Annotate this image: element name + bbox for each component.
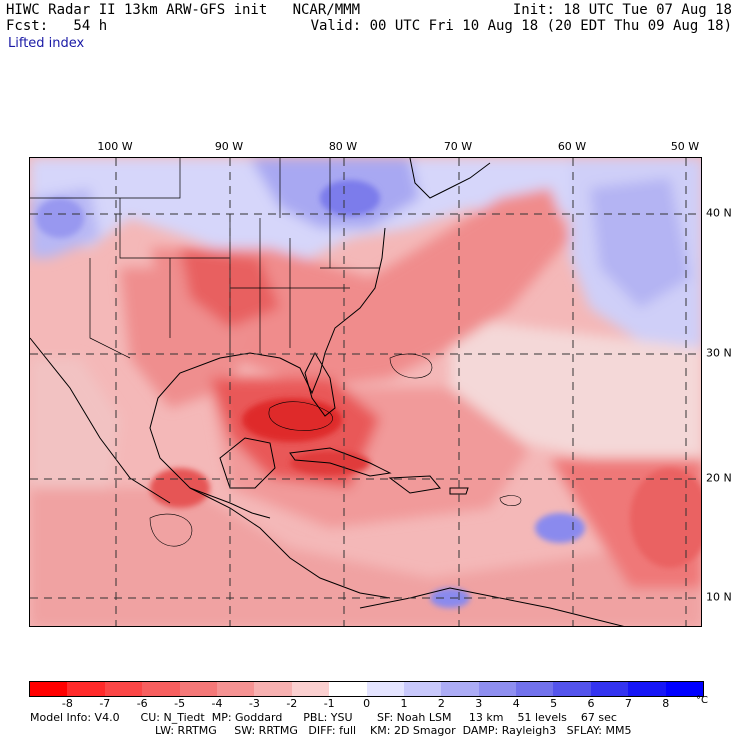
header-forecast-hour: Fcst: 54 h <box>6 18 108 34</box>
colorbar-segment <box>478 682 517 696</box>
core-blue-west <box>36 198 84 238</box>
state-borders <box>30 158 380 359</box>
colorbar-tick-label: -8 <box>61 697 73 710</box>
colorbar-tick-label: 5 <box>550 697 558 710</box>
core-red-south-mexico <box>150 468 210 508</box>
lon-label-100w: 100 W <box>97 140 133 153</box>
header-valid-time: Valid: 00 UTC Fri 10 Aug 18 (20 EDT Thu … <box>310 18 732 34</box>
colorbar-segment <box>366 682 404 696</box>
field-neutral-atlantic <box>450 318 701 458</box>
lon-label-90w: 90 W <box>214 140 244 153</box>
colorbar-segment <box>142 682 180 696</box>
field-blue-atlantic-core <box>590 178 690 308</box>
colorbar-segment <box>254 682 292 696</box>
coast-yucatan <box>219 437 276 489</box>
lat-label-10n: 10 N <box>706 590 732 604</box>
core-blue-caribbean <box>535 513 585 543</box>
colorbar-tick-label: -4 <box>211 697 223 710</box>
core-red-gulf <box>242 398 342 442</box>
colorbar-tick-label: -2 <box>286 697 298 710</box>
colorbar-tick-label: 3 <box>475 697 483 710</box>
header-model-title: HIWC Radar II 13km ARW-GFS init NCAR/MMM <box>6 2 361 18</box>
colorbar-tick-label: -3 <box>248 697 260 710</box>
coast-canada <box>409 158 491 199</box>
colorbar-tick-label: 6 <box>587 697 595 710</box>
coast-cuba <box>289 447 392 477</box>
lon-label-60w: 60 W <box>557 140 587 153</box>
contours <box>149 353 522 547</box>
coast-us <box>149 227 386 519</box>
coast-puerto-rico <box>449 487 469 495</box>
colorbar-segment <box>30 682 68 696</box>
header-init-time: Init: 18 UTC Tue 07 Aug 18 <box>512 2 732 18</box>
field-neutral-gulf-west <box>30 358 120 488</box>
colorbar-unit: °C <box>696 695 708 706</box>
colorbar-tick-label: -1 <box>323 697 335 710</box>
colorbar-segment <box>67 682 105 696</box>
lat-label-20n: 20 N <box>706 471 732 485</box>
core-blue-north <box>320 180 380 216</box>
colorbar-segment <box>665 682 704 696</box>
lon-label-80w: 80 W <box>328 140 358 153</box>
colorbar-tick-label: 2 <box>437 697 445 710</box>
coast-florida <box>304 351 336 417</box>
coast-mexico-pacific <box>30 337 171 504</box>
colorbar-segment <box>553 682 591 696</box>
colorbar-tick-label: -5 <box>174 697 186 710</box>
colorbar-tick-label: -6 <box>136 697 148 710</box>
lat-label-40n: 40 N <box>706 206 732 220</box>
colorbar-tick-label: 4 <box>512 697 520 710</box>
coast-hispaniola <box>388 475 441 494</box>
lon-label-50w: 50 W <box>670 140 700 153</box>
colorbar-segment <box>104 682 143 696</box>
field-name: Lifted index <box>8 36 85 51</box>
core-red-ne-atlantic <box>630 468 701 568</box>
field-cores <box>36 180 701 608</box>
colorbar-tick-label: 8 <box>662 697 670 710</box>
colorbar-segment <box>403 682 442 696</box>
colorbar-segment <box>516 682 554 696</box>
lifted-index-map[interactable] <box>29 157 702 627</box>
colorbar-segment <box>441 682 479 696</box>
latlon-grid <box>30 158 701 626</box>
colorbar-tick-label: 1 <box>400 697 408 710</box>
lat-label-30n: 30 N <box>706 346 732 360</box>
colorbar-tick-label: -7 <box>99 697 111 710</box>
colorbar-tick-label: 0 <box>363 697 371 710</box>
lon-label-70w: 70 W <box>443 140 473 153</box>
colorbar-segment <box>216 682 255 696</box>
colorbar-segment <box>179 682 217 696</box>
field-red-southeast-us <box>150 188 570 388</box>
colorbar <box>29 681 705 697</box>
field-red-pacific-south <box>30 488 701 626</box>
colorbar-segment <box>291 682 330 696</box>
colorbar-segment <box>590 682 629 696</box>
footer-physics-info: LW: RRTMG SW: RRTMG DIFF: full KM: 2D Sm… <box>155 724 632 737</box>
footer-model-info: Model Info: V4.0 CU: N_Tiedt MP: Goddard… <box>30 711 617 724</box>
colorbar-tick-label: 7 <box>624 697 632 710</box>
colorbar-segment <box>628 682 666 696</box>
colorbar-segment <box>329 682 367 696</box>
